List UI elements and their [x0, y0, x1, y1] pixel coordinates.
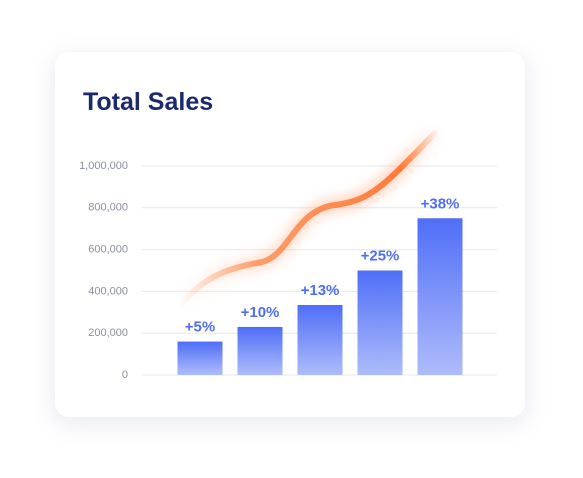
- bar-annotation: +25%: [361, 248, 400, 265]
- y-tick-label: 600,000: [88, 244, 128, 256]
- y-tick-label: 1,000,000: [79, 160, 128, 172]
- y-tick-label: 200,000: [88, 327, 128, 339]
- y-tick-label: 800,000: [88, 202, 128, 214]
- y-tick-label: 400,000: [88, 285, 128, 297]
- y-tick-label: 0: [122, 369, 128, 381]
- bar: [417, 218, 463, 375]
- bar-annotation: +10%: [241, 304, 280, 321]
- bars: +5% +10% +13% +25% +38%: [177, 195, 463, 375]
- bar: [297, 304, 343, 375]
- bar: [177, 341, 223, 375]
- chart-title: Total Sales: [83, 88, 213, 116]
- bar-annotation: +5%: [185, 319, 215, 336]
- bar: [237, 326, 283, 375]
- trend-curve: [177, 130, 438, 308]
- bar: [357, 270, 403, 375]
- bar-annotation: +13%: [301, 282, 340, 299]
- bar-annotation: +38%: [421, 195, 460, 212]
